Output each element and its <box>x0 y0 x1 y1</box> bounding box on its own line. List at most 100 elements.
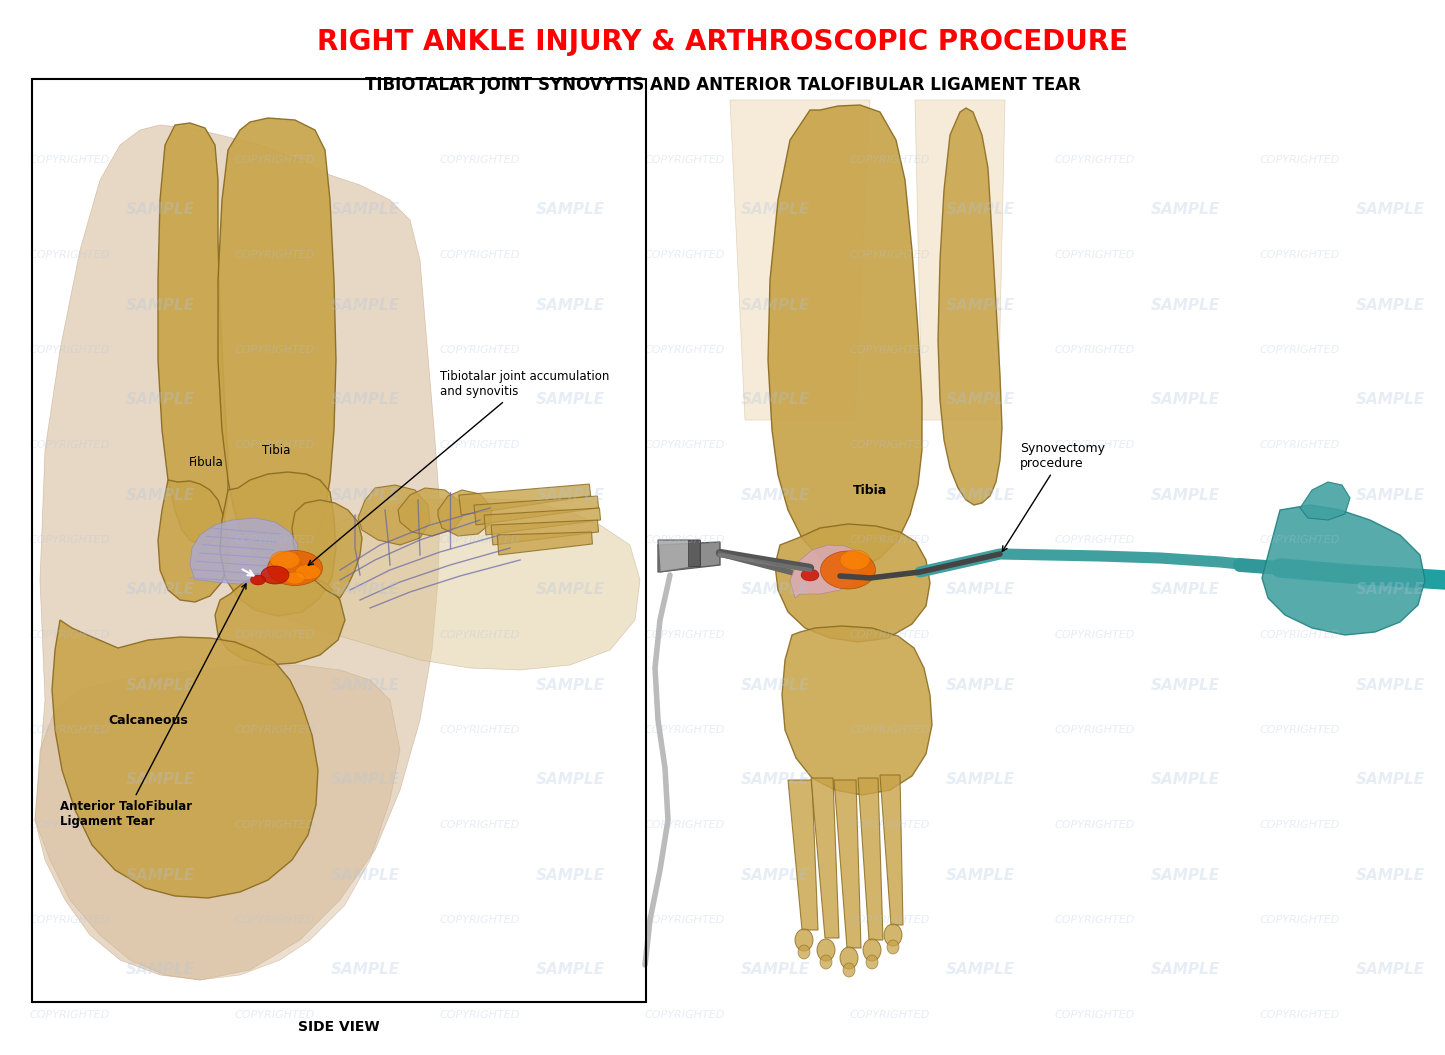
Text: COPYRIGHTED: COPYRIGHTED <box>1260 1010 1340 1020</box>
Text: COPYRIGHTED: COPYRIGHTED <box>439 440 520 450</box>
Text: SAMPLE: SAMPLE <box>740 582 809 597</box>
Text: SAMPLE: SAMPLE <box>1355 487 1425 502</box>
Text: SAMPLE: SAMPLE <box>1150 298 1220 312</box>
Polygon shape <box>782 626 932 795</box>
Polygon shape <box>688 540 699 565</box>
Ellipse shape <box>795 929 814 951</box>
Text: SAMPLE: SAMPLE <box>740 203 809 217</box>
Text: SAMPLE: SAMPLE <box>1355 867 1425 882</box>
Text: SAMPLE: SAMPLE <box>126 677 195 692</box>
Polygon shape <box>215 572 345 665</box>
Text: COPYRIGHTED: COPYRIGHTED <box>439 155 520 165</box>
Text: COPYRIGHTED: COPYRIGHTED <box>1260 725 1340 735</box>
Text: SAMPLE: SAMPLE <box>740 962 809 978</box>
Polygon shape <box>218 118 337 568</box>
Text: SAMPLE: SAMPLE <box>126 867 195 882</box>
Text: COPYRIGHTED: COPYRIGHTED <box>30 250 110 260</box>
Text: COPYRIGHTED: COPYRIGHTED <box>850 535 931 545</box>
Polygon shape <box>158 123 228 545</box>
Text: SAMPLE: SAMPLE <box>945 203 1014 217</box>
Ellipse shape <box>262 565 289 584</box>
Text: COPYRIGHTED: COPYRIGHTED <box>644 915 725 925</box>
Text: COPYRIGHTED: COPYRIGHTED <box>850 345 931 354</box>
Text: SAMPLE: SAMPLE <box>536 772 604 787</box>
Text: SAMPLE: SAMPLE <box>536 487 604 502</box>
Text: SAMPLE: SAMPLE <box>1150 582 1220 597</box>
Text: Fibula: Fibula <box>189 456 224 468</box>
Text: COPYRIGHTED: COPYRIGHTED <box>1055 725 1136 735</box>
Text: SAMPLE: SAMPLE <box>536 582 604 597</box>
Text: COPYRIGHTED: COPYRIGHTED <box>30 820 110 830</box>
Text: SAMPLE: SAMPLE <box>740 487 809 502</box>
Text: COPYRIGHTED: COPYRIGHTED <box>234 915 315 925</box>
Text: SAMPLE: SAMPLE <box>1150 867 1220 882</box>
Text: SAMPLE: SAMPLE <box>1150 392 1220 407</box>
Polygon shape <box>358 485 431 545</box>
Polygon shape <box>811 778 840 938</box>
Text: Tibia: Tibia <box>262 443 290 457</box>
Polygon shape <box>438 490 491 536</box>
Text: COPYRIGHTED: COPYRIGHTED <box>234 1010 315 1020</box>
Text: SAMPLE: SAMPLE <box>126 298 195 312</box>
Text: SAMPLE: SAMPLE <box>945 392 1014 407</box>
Ellipse shape <box>863 939 881 961</box>
Text: SAMPLE: SAMPLE <box>331 298 400 312</box>
Text: COPYRIGHTED: COPYRIGHTED <box>850 250 931 260</box>
Text: COPYRIGHTED: COPYRIGHTED <box>439 630 520 640</box>
Text: COPYRIGHTED: COPYRIGHTED <box>1260 345 1340 354</box>
Text: COPYRIGHTED: COPYRIGHTED <box>234 155 315 165</box>
Text: COPYRIGHTED: COPYRIGHTED <box>234 820 315 830</box>
Text: COPYRIGHTED: COPYRIGHTED <box>850 915 931 925</box>
Text: COPYRIGHTED: COPYRIGHTED <box>30 345 110 354</box>
Text: COPYRIGHTED: COPYRIGHTED <box>1260 820 1340 830</box>
Text: COPYRIGHTED: COPYRIGHTED <box>1055 630 1136 640</box>
Polygon shape <box>460 484 591 515</box>
Text: SAMPLE: SAMPLE <box>740 677 809 692</box>
Text: COPYRIGHTED: COPYRIGHTED <box>644 820 725 830</box>
Polygon shape <box>915 100 1006 420</box>
Text: SAMPLE: SAMPLE <box>740 867 809 882</box>
Polygon shape <box>35 665 400 980</box>
Text: COPYRIGHTED: COPYRIGHTED <box>1055 1010 1136 1020</box>
Text: COPYRIGHTED: COPYRIGHTED <box>850 630 931 640</box>
Text: SAMPLE: SAMPLE <box>1150 677 1220 692</box>
Polygon shape <box>484 509 601 535</box>
Ellipse shape <box>840 550 870 570</box>
Polygon shape <box>491 520 598 545</box>
Text: COPYRIGHTED: COPYRIGHTED <box>30 535 110 545</box>
Polygon shape <box>775 524 931 642</box>
Text: COPYRIGHTED: COPYRIGHTED <box>234 535 315 545</box>
Text: COPYRIGHTED: COPYRIGHTED <box>1055 155 1136 165</box>
Text: COPYRIGHTED: COPYRIGHTED <box>644 630 725 640</box>
Text: SAMPLE: SAMPLE <box>945 867 1014 882</box>
Text: COPYRIGHTED: COPYRIGHTED <box>1260 155 1340 165</box>
Text: SAMPLE: SAMPLE <box>331 867 400 882</box>
Text: COPYRIGHTED: COPYRIGHTED <box>644 535 725 545</box>
Text: SAMPLE: SAMPLE <box>331 962 400 978</box>
Text: SAMPLE: SAMPLE <box>331 487 400 502</box>
Text: COPYRIGHTED: COPYRIGHTED <box>850 1010 931 1020</box>
Ellipse shape <box>801 569 819 581</box>
Text: Synovectomy
procedure: Synovectomy procedure <box>1003 442 1105 552</box>
Text: COPYRIGHTED: COPYRIGHTED <box>1055 915 1136 925</box>
Ellipse shape <box>250 575 266 586</box>
Text: COPYRIGHTED: COPYRIGHTED <box>439 345 520 354</box>
Text: SAMPLE: SAMPLE <box>945 772 1014 787</box>
Text: SAMPLE: SAMPLE <box>126 962 195 978</box>
Text: COPYRIGHTED: COPYRIGHTED <box>234 345 315 354</box>
Text: SAMPLE: SAMPLE <box>1150 962 1220 978</box>
Text: COPYRIGHTED: COPYRIGHTED <box>1260 440 1340 450</box>
Ellipse shape <box>821 551 876 589</box>
Polygon shape <box>158 480 228 602</box>
Polygon shape <box>35 124 439 980</box>
Text: COPYRIGHTED: COPYRIGHTED <box>644 440 725 450</box>
Text: COPYRIGHTED: COPYRIGHTED <box>1260 535 1340 545</box>
Polygon shape <box>1300 482 1350 520</box>
Text: SAMPLE: SAMPLE <box>536 298 604 312</box>
Text: COPYRIGHTED: COPYRIGHTED <box>439 250 520 260</box>
Text: Anterior TaloFibular
Ligament Tear: Anterior TaloFibular Ligament Tear <box>61 583 246 828</box>
Ellipse shape <box>270 551 301 569</box>
Text: SAMPLE: SAMPLE <box>331 772 400 787</box>
Text: COPYRIGHTED: COPYRIGHTED <box>1055 820 1136 830</box>
Text: SAMPLE: SAMPLE <box>536 867 604 882</box>
